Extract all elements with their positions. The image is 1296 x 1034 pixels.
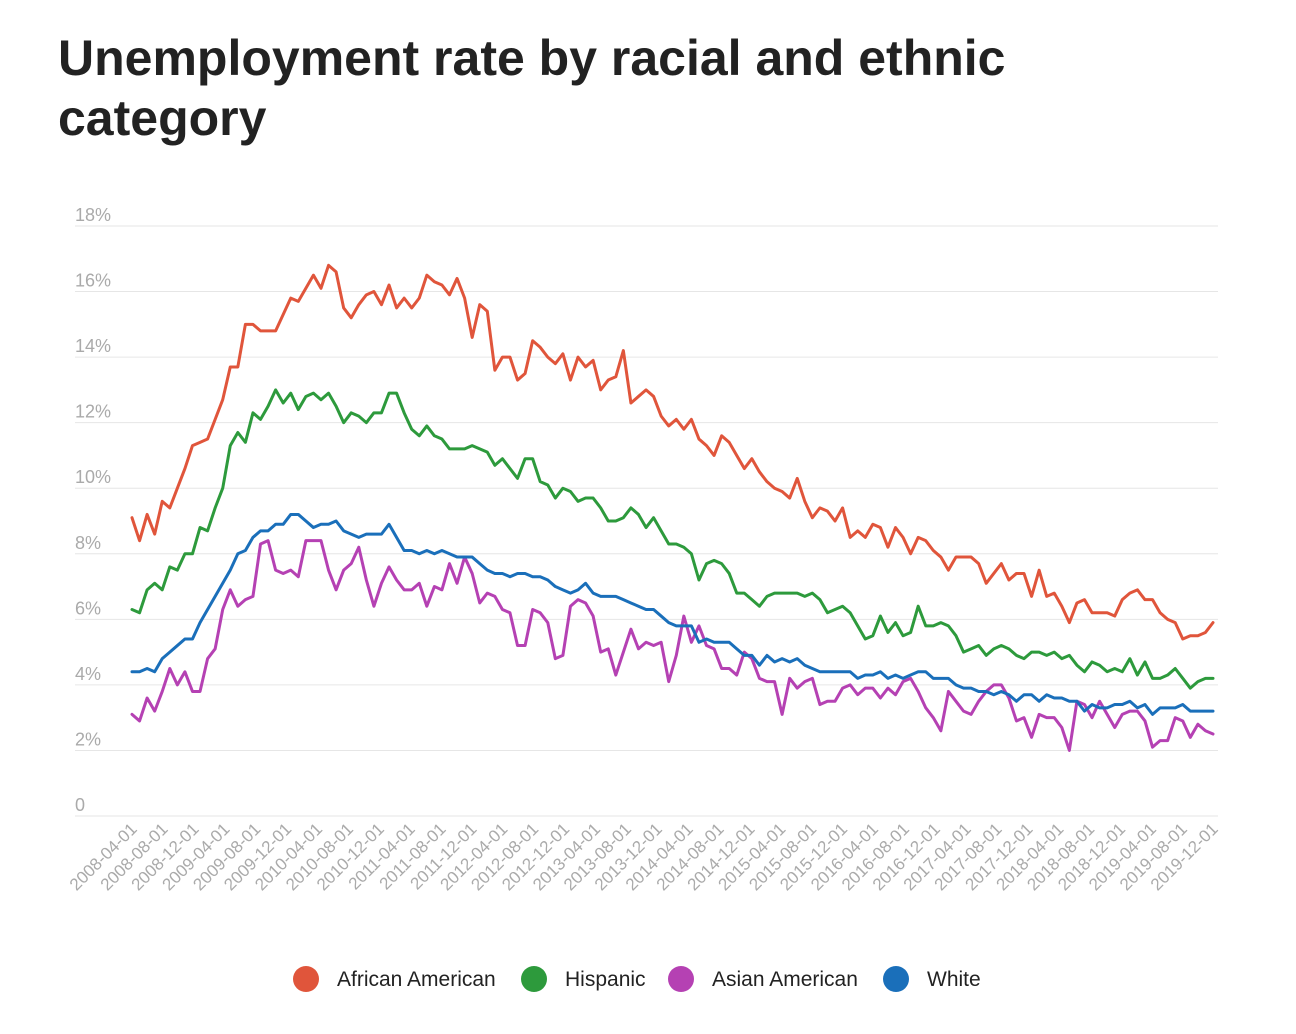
legend-marker — [521, 966, 547, 992]
legend-item-hispanic[interactable]: Hispanic — [521, 966, 646, 992]
legend-marker — [668, 966, 694, 992]
legend-label: Hispanic — [565, 968, 646, 991]
legend[interactable]: African American Hispanic Asian American Wh… — [293, 966, 981, 992]
series-line-asian-american — [130, 539, 1215, 752]
legend-item-white[interactable]: White — [883, 966, 981, 992]
legend-label: White — [927, 968, 981, 991]
legend-marker — [883, 966, 909, 992]
y-axis-ticks: 0 2% 4% 6% 8% 10% 12% 14% 16% 18% — [75, 205, 111, 815]
y-tick-label: 4% — [75, 664, 101, 684]
legend-item-asian-american[interactable]: Asian American — [668, 966, 858, 992]
y-tick-label: 18% — [75, 205, 111, 225]
legend-item-african-american[interactable]: African American — [293, 966, 496, 992]
y-tick-label: 12% — [75, 402, 111, 422]
y-tick-label: 14% — [75, 336, 111, 356]
y-tick-label: 8% — [75, 533, 101, 553]
legend-label: Asian American — [712, 968, 858, 991]
y-tick-label: 10% — [75, 467, 111, 487]
series-lines — [130, 263, 1215, 752]
chart-title: Unemployment rate by racial and ethnic c… — [58, 30, 1006, 146]
y-tick-label: 6% — [75, 598, 101, 618]
x-axis-ticks: 2008-04-012008-08-012008-12-012009-04-01… — [66, 819, 1222, 894]
series-line-hispanic — [130, 388, 1215, 690]
legend-label: African American — [337, 968, 496, 991]
y-tick-label: 2% — [75, 729, 101, 749]
legend-marker — [293, 966, 319, 992]
series-line-white — [130, 512, 1215, 716]
series-line-african-american — [130, 263, 1215, 641]
gridlines — [75, 225, 1218, 817]
y-tick-label: 0 — [75, 795, 85, 815]
y-tick-label: 16% — [75, 271, 111, 291]
